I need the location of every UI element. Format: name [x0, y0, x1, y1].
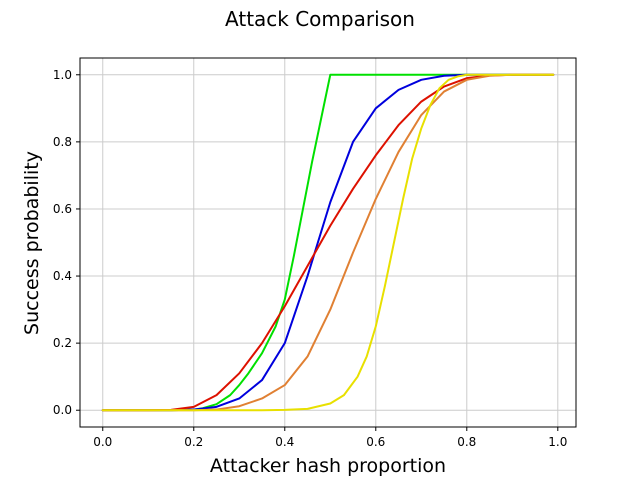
grid — [80, 58, 576, 427]
x-tick-label: 0.0 — [93, 435, 112, 449]
series-line-1 — [101, 73, 555, 412]
x-axis-label: Attacker hash proportion — [210, 455, 446, 477]
x-tick-label: 0.4 — [275, 435, 294, 449]
series-lines — [101, 73, 555, 412]
x-tick-label: 0.8 — [457, 435, 476, 449]
y-tick-label: 0.0 — [53, 403, 72, 417]
plot-frame — [79, 57, 577, 428]
series-line-5 — [101, 73, 555, 412]
series-line-4 — [101, 73, 555, 412]
y-tick-label: 0.6 — [53, 202, 72, 216]
series-line-2 — [101, 73, 555, 412]
x-tick-label: 1.0 — [548, 435, 567, 449]
x-tick-label: 0.2 — [184, 435, 203, 449]
y-tick-label: 0.4 — [53, 269, 72, 283]
x-tick-label: 0.6 — [366, 435, 385, 449]
ticks: 0.0 0.2 0.4 0.6 0.8 1.0 0.0 0.2 0.4 0.6 0.8 1.0 — [53, 68, 567, 449]
series-line-3 — [101, 73, 555, 412]
y-tick-label: 0.8 — [53, 135, 72, 149]
y-tick-label: 1.0 — [53, 68, 72, 82]
y-tick-label: 0.2 — [53, 336, 72, 350]
chart-title: Attack Comparison — [225, 7, 415, 31]
y-axis-label: Success probability — [21, 151, 43, 335]
